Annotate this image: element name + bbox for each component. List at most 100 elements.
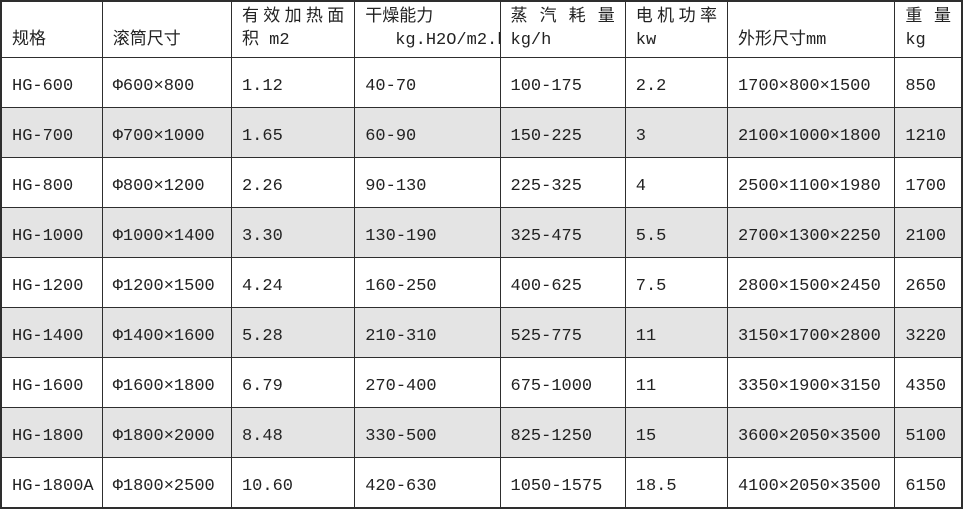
cell-heating-area: 8.48 (230, 407, 356, 459)
table-row: HG-1400 Φ1400×1600 5.28 210-310 525-775 11 315… (0, 307, 963, 359)
cell-motor-power: 15 (624, 407, 728, 459)
cell-drum-size: Φ700×1000 (101, 107, 232, 159)
column-header-steam-consumption: 蒸汽耗量 kg/h (499, 0, 626, 58)
cell-dimensions: 2500×1100×1980 (726, 157, 896, 209)
table-row: HG-800 Φ800×1200 2.26 90-130 225-325 4 2500×11… (0, 157, 963, 209)
cell-drying-capacity: 60-90 (354, 107, 501, 159)
cell-drying-capacity: 130-190 (354, 207, 501, 259)
cell-spec: HG-1600 (0, 357, 103, 409)
cell-heating-area: 4.24 (230, 257, 356, 309)
header-top-label: 有效加热面 (241, 8, 345, 27)
header-bottom-label: 规格 (12, 31, 46, 50)
cell-drum-size: Φ1800×2000 (101, 407, 232, 459)
cell-steam-consumption: 825-1250 (499, 407, 626, 459)
cell-drying-capacity: 270-400 (354, 357, 501, 409)
cell-drying-capacity: 330-500 (354, 407, 501, 459)
table-row: HG-1200 Φ1200×1500 4.24 160-250 400-625 7.5 28… (0, 257, 963, 309)
header-top-label: 蒸汽耗量 (510, 8, 615, 27)
cell-weight: 3220 (894, 307, 963, 359)
cell-spec: HG-1400 (0, 307, 103, 359)
header-top-label: 电机功率 (635, 8, 717, 27)
cell-dimensions: 2100×1000×1800 (726, 107, 896, 159)
column-header-spec: 规格 (0, 0, 103, 58)
column-header-dimensions: 外形尺寸mm (726, 0, 896, 58)
cell-drum-size: Φ1800×2500 (101, 457, 232, 509)
table-row: HG-700 Φ700×1000 1.65 60-90 150-225 3 2100×100… (0, 107, 963, 159)
header-top-label: 重量 (905, 8, 951, 27)
cell-dimensions: 2700×1300×2250 (726, 207, 896, 259)
cell-weight: 850 (894, 56, 963, 109)
cell-weight: 2650 (894, 257, 963, 309)
cell-dimensions: 1700×800×1500 (726, 56, 896, 109)
cell-steam-consumption: 100-175 (499, 56, 626, 109)
cell-heating-area: 1.65 (230, 107, 356, 159)
cell-heating-area: 5.28 (230, 307, 356, 359)
cell-motor-power: 7.5 (624, 257, 728, 309)
table-header: 规格 滚筒尺寸 有效加热面积 m2 干燥能力 kg.H2O/m2.h 蒸汽耗量 kg/h 电机… (0, 0, 963, 58)
header-bottom-label: kg/h (510, 31, 552, 50)
cell-spec: HG-1800A (0, 457, 103, 509)
cell-weight: 6150 (894, 457, 963, 509)
header-row: 规格 滚筒尺寸 有效加热面积 m2 干燥能力 kg.H2O/m2.h 蒸汽耗量 kg/h 电机… (0, 0, 963, 58)
cell-weight: 5100 (894, 407, 963, 459)
cell-drying-capacity: 40-70 (354, 56, 501, 109)
cell-dimensions: 3600×2050×3500 (726, 407, 896, 459)
cell-steam-consumption: 150-225 (499, 107, 626, 159)
header-bottom-label: kg.H2O/m2.h (395, 31, 501, 50)
header-bottom-label: 滚筒尺寸 (112, 31, 181, 50)
cell-drum-size: Φ1600×1800 (101, 357, 232, 409)
cell-steam-consumption: 675-1000 (499, 357, 626, 409)
cell-steam-consumption: 1050-1575 (499, 457, 626, 509)
table-body: HG-600 Φ600×800 1.12 40-70 100-175 2.2 1700×80… (0, 56, 963, 509)
cell-drum-size: Φ1400×1600 (101, 307, 232, 359)
cell-motor-power: 11 (624, 307, 728, 359)
cell-motor-power: 5.5 (624, 207, 728, 259)
cell-steam-consumption: 525-775 (499, 307, 626, 359)
cell-steam-consumption: 325-475 (499, 207, 626, 259)
column-header-drying-capacity: 干燥能力 kg.H2O/m2.h (354, 0, 501, 58)
cell-motor-power: 3 (624, 107, 728, 159)
table-row: HG-1800A Φ1800×2500 10.60 420-630 1050-1575 1… (0, 457, 963, 509)
cell-steam-consumption: 225-325 (499, 157, 626, 209)
cell-heating-area: 6.79 (230, 357, 356, 409)
cell-motor-power: 2.2 (624, 56, 728, 109)
cell-dimensions: 4100×2050×3500 (726, 457, 896, 509)
cell-drum-size: Φ1200×1500 (101, 257, 232, 309)
cell-heating-area: 10.60 (230, 457, 356, 509)
header-top-label: 干燥能力 (365, 8, 434, 27)
cell-drum-size: Φ600×800 (101, 56, 232, 109)
cell-heating-area: 2.26 (230, 157, 356, 209)
column-header-weight: 重量 kg (894, 0, 963, 58)
table-row: HG-600 Φ600×800 1.12 40-70 100-175 2.2 1700×80… (0, 56, 963, 109)
cell-drying-capacity: 210-310 (354, 307, 501, 359)
column-header-drum-size: 滚筒尺寸 (101, 0, 232, 58)
cell-motor-power: 11 (624, 357, 728, 409)
cell-drying-capacity: 420-630 (354, 457, 501, 509)
cell-spec: HG-700 (0, 107, 103, 159)
cell-motor-power: 4 (624, 157, 728, 209)
cell-weight: 4350 (894, 357, 963, 409)
cell-drying-capacity: 160-250 (354, 257, 501, 309)
cell-weight: 1210 (894, 107, 963, 159)
column-header-motor-power: 电机功率 kw (624, 0, 728, 58)
cell-weight: 1700 (894, 157, 963, 209)
table-row: HG-1000 Φ1000×1400 3.30 130-190 325-475 5.5 27… (0, 207, 963, 259)
cell-spec: HG-1000 (0, 207, 103, 259)
cell-motor-power: 18.5 (624, 457, 728, 509)
header-bottom-label: 积 m2 (241, 31, 290, 50)
cell-steam-consumption: 400-625 (499, 257, 626, 309)
cell-dimensions: 3150×1700×2800 (726, 307, 896, 359)
cell-dimensions: 3350×1900×3150 (726, 357, 896, 409)
cell-drying-capacity: 90-130 (354, 157, 501, 209)
cell-spec: HG-600 (0, 56, 103, 109)
header-bottom-label: kg (905, 31, 926, 50)
cell-heating-area: 3.30 (230, 207, 356, 259)
cell-drum-size: Φ1000×1400 (101, 207, 232, 259)
cell-heating-area: 1.12 (230, 56, 356, 109)
cell-weight: 2100 (894, 207, 963, 259)
table-row: HG-1800 Φ1800×2000 8.48 330-500 825-1250 15 36… (0, 407, 963, 459)
cell-spec: HG-1800 (0, 407, 103, 459)
header-bottom-label: kw (635, 31, 657, 50)
table-row: HG-1600 Φ1600×1800 6.79 270-400 675-1000 11 33… (0, 357, 963, 409)
